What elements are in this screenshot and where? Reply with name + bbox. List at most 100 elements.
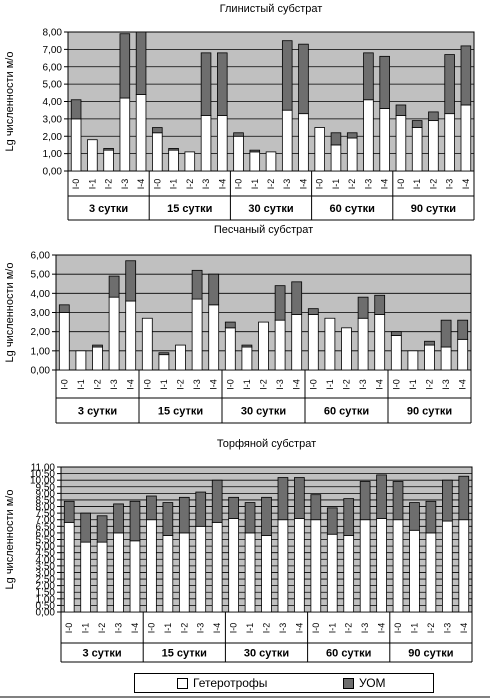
- bar-heterotrophs: [374, 314, 386, 371]
- bar-heterotrophs: [108, 296, 120, 371]
- bar-heterotrophs: [211, 521, 223, 613]
- bar-heterotrophs: [80, 541, 91, 613]
- bar-heterotrophs: [158, 354, 170, 371]
- bar-uom: [442, 479, 453, 522]
- category-label: I-2: [185, 179, 195, 190]
- bar-heterotrophs: [457, 338, 469, 371]
- bar-heterotrophs: [425, 532, 437, 613]
- bar-heterotrophs: [307, 314, 319, 371]
- bar-heterotrophs: [392, 519, 404, 613]
- bar-heterotrophs: [442, 520, 453, 613]
- bar-heterotrophs: [324, 317, 336, 371]
- y-tick-label: 4,50: [36, 548, 56, 559]
- bar-heterotrophs: [390, 335, 402, 371]
- group-label: 15 сутки: [167, 203, 212, 215]
- bar-heterotrophs: [195, 525, 207, 613]
- y-tick-label: 6,00: [31, 251, 51, 262]
- bar-uom: [379, 55, 390, 109]
- category-label: I-3: [442, 623, 452, 634]
- bar-uom: [208, 273, 220, 306]
- bar-heterotrophs: [175, 344, 186, 371]
- y-tick-label: 9,00: [36, 489, 56, 500]
- bar-heterotrophs: [341, 327, 352, 371]
- bar-heterotrophs: [168, 149, 179, 172]
- group-label: 90 сутки: [411, 203, 456, 215]
- category-label: I-3: [282, 179, 292, 190]
- category-label: I-1: [87, 179, 97, 190]
- category-label: I-0: [393, 623, 403, 634]
- category-label: I-2: [179, 623, 189, 634]
- bar-uom: [390, 331, 402, 336]
- bar-heterotrophs: [217, 115, 228, 172]
- bar-uom: [211, 479, 223, 523]
- category-label: I-2: [259, 379, 269, 390]
- bar-heterotrophs: [241, 346, 253, 371]
- bar-heterotrophs: [407, 350, 419, 371]
- bar-heterotrophs: [261, 535, 272, 613]
- bar-uom: [294, 477, 305, 519]
- category-label: I-1: [408, 379, 418, 390]
- y-tick-label: 0,00: [43, 167, 63, 178]
- bar-uom: [428, 111, 439, 122]
- category-label: I-3: [360, 623, 370, 634]
- legend-swatch-uom: [343, 677, 354, 689]
- category-label: I-4: [375, 379, 385, 390]
- bar-uom: [108, 275, 120, 298]
- category-label: I-0: [59, 379, 69, 390]
- bar-heterotrophs: [359, 519, 371, 613]
- bar-uom: [58, 304, 70, 313]
- y-tick-label: 5,00: [36, 542, 56, 553]
- bar-uom: [261, 496, 272, 536]
- y-tick-label: 1,00: [43, 149, 63, 160]
- y-tick-label: 1,00: [36, 594, 56, 605]
- category-label: I-1: [412, 179, 422, 190]
- bar-heterotrophs: [428, 120, 439, 172]
- y-tick-label: 7,50: [36, 509, 56, 520]
- category-label: I-3: [363, 179, 373, 190]
- category-label: I-2: [426, 623, 436, 634]
- bar-uom: [460, 45, 472, 106]
- bar-uom: [425, 500, 437, 534]
- bar-heterotrophs: [440, 346, 452, 371]
- legend-item-uom: УОМ: [343, 676, 386, 690]
- bar-heterotrophs: [249, 151, 261, 172]
- bar-heterotrophs: [458, 519, 470, 613]
- category-label: I-0: [391, 379, 401, 390]
- y-tick-label: 9,50: [36, 482, 56, 493]
- y-axis-label: Lg численности м/о: [4, 490, 16, 590]
- bar-heterotrophs: [294, 518, 305, 613]
- bar-heterotrophs: [103, 149, 114, 172]
- bar-uom: [96, 515, 108, 543]
- legend-label-uom: УОМ: [359, 676, 386, 690]
- category-label: I-4: [130, 623, 140, 634]
- category-label: I-1: [76, 379, 86, 390]
- bar-uom: [357, 296, 369, 319]
- group-label: 3 сутки: [89, 203, 128, 215]
- y-tick-label: 6,50: [36, 522, 56, 533]
- legend-swatch-heterotrophs: [177, 677, 188, 689]
- category-label: I-2: [104, 179, 114, 190]
- category-label: I-0: [308, 379, 318, 390]
- bar-uom: [158, 352, 170, 356]
- group-label: 90 сутки: [407, 406, 452, 418]
- category-label: I-3: [201, 179, 211, 190]
- y-tick-label: 5,50: [36, 535, 56, 546]
- y-tick-label: 6,00: [43, 62, 63, 73]
- bar-uom: [135, 31, 147, 95]
- bar-uom: [274, 285, 286, 321]
- bar-heterotrophs: [274, 319, 286, 371]
- bar-heterotrophs: [298, 113, 309, 172]
- bar-uom: [440, 319, 452, 348]
- category-label: I-0: [142, 379, 152, 390]
- bar-uom: [424, 340, 435, 346]
- category-label: I-4: [209, 379, 219, 390]
- category-label: I-0: [64, 623, 74, 634]
- category-label: I-4: [298, 179, 308, 190]
- bar-heterotrophs: [178, 532, 190, 613]
- group-label: 3 сутки: [78, 406, 117, 418]
- group-label: 30 сутки: [244, 648, 289, 660]
- category-label: I-4: [380, 179, 390, 190]
- y-tick-label: 0,50: [36, 601, 56, 612]
- category-label: I-2: [266, 179, 276, 190]
- bar-uom: [326, 507, 338, 535]
